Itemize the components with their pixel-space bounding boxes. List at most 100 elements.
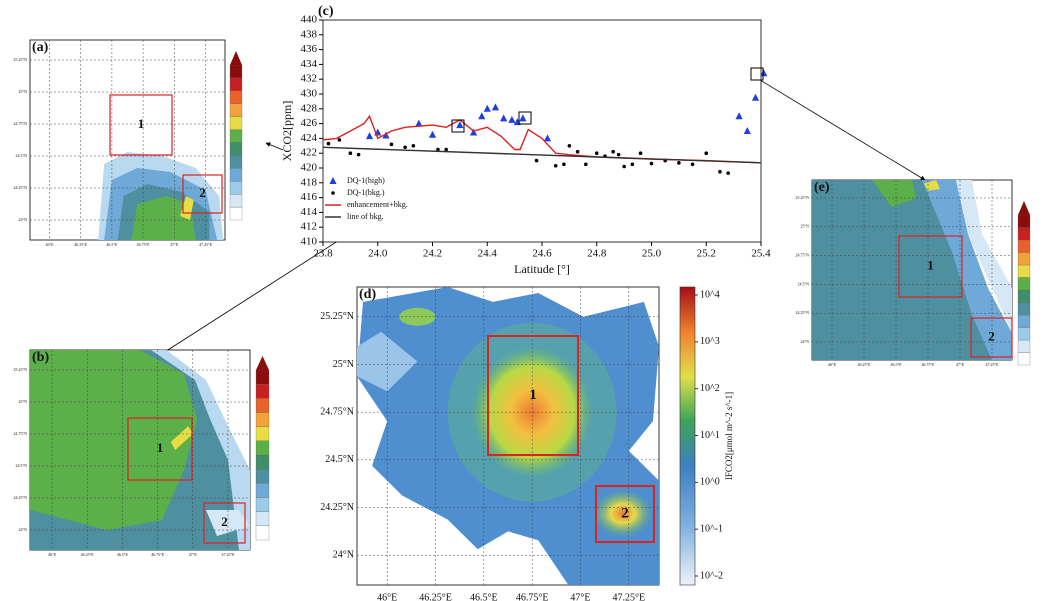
lat-tick-label: 25.25°N	[14, 57, 28, 62]
lon-tick-label: 46.25°E	[419, 592, 452, 601]
lon-tick-label: 46.75°E	[137, 242, 151, 247]
y-tick-label: 428	[301, 102, 318, 114]
colorbar-band	[230, 91, 242, 104]
colorbar-band	[256, 384, 269, 398]
lon-tick-label: 46.5°E	[470, 592, 498, 601]
marker	[562, 163, 566, 167]
lon-tick-label: 47.25°E	[985, 362, 999, 367]
legend-label: line of bkg.	[347, 212, 384, 221]
lat-tick-label: 24.25°N	[14, 185, 28, 190]
marker	[535, 159, 539, 163]
colorbar-band	[230, 143, 242, 156]
marker	[639, 151, 643, 155]
colorbar-band	[1018, 315, 1030, 328]
lat-tick-label: 24.5°N	[16, 153, 28, 158]
colorbar-band	[230, 117, 242, 130]
x-tick-label: 25.2	[697, 248, 716, 260]
y-tick-label: 416	[301, 191, 318, 203]
lat-tick-label: 24.75°N	[320, 406, 354, 417]
x-tick-label: 24.6	[532, 248, 552, 260]
marker	[338, 138, 342, 142]
region-label: 1	[157, 440, 164, 455]
marker	[568, 144, 572, 148]
colorbar-label: 10^3	[700, 336, 720, 347]
y-tick-label: 434	[301, 58, 318, 70]
colorbar-band	[256, 427, 269, 441]
colorbar-band	[1018, 328, 1030, 341]
colorbar-band	[230, 207, 242, 220]
colorbar-band	[256, 455, 269, 469]
colorbar-label: 10^2	[700, 383, 720, 394]
y-tick-label: 412	[301, 221, 318, 233]
marker	[704, 151, 708, 155]
x-tick-label: 23.8	[313, 248, 333, 260]
legend-swatch	[331, 191, 335, 195]
x-tick-label: 25.4	[751, 248, 771, 260]
y-tick-label: 440	[301, 14, 318, 26]
colorbar-title: IFCO2[μmol m^-2 s^-1]	[724, 392, 734, 480]
marker	[631, 163, 635, 167]
colorbar-band	[230, 130, 242, 143]
panel-label: (a)	[32, 40, 49, 55]
colorbar-band	[256, 498, 269, 512]
colorbar-band	[256, 441, 269, 455]
marker	[617, 153, 621, 157]
marker	[357, 153, 361, 157]
lat-tick-label: 24.5°N	[16, 463, 28, 468]
colorbar-band	[230, 194, 242, 207]
colorbar-label: 10^1	[700, 430, 720, 441]
x-axis-label: Latitude [°]	[514, 262, 570, 276]
marker	[554, 164, 558, 168]
marker	[390, 143, 394, 147]
y-tick-label: 420	[301, 162, 318, 174]
chart-title: (c)	[318, 4, 334, 19]
y-tick-label: 426	[301, 117, 318, 129]
lat-tick-label: 25°N	[19, 89, 28, 94]
lon-tick-label: 46.75°E	[151, 552, 165, 557]
region-label: 1	[138, 116, 145, 131]
colorbar-band	[1018, 278, 1030, 291]
y-tick-label: 410	[301, 236, 318, 248]
lon-tick-label: 46.5°E	[117, 552, 129, 557]
legend-label: DQ-1(bkg.)	[347, 188, 385, 197]
region-label: 2	[621, 505, 629, 521]
lon-tick-label: 47°E	[570, 592, 590, 601]
lat-tick-label: 24.75°N	[796, 253, 810, 258]
colorbar-label: 10^-2	[700, 570, 723, 581]
map-panel: 25.25°N25°N24.75°N24.5°N24.25°N24°N46°E4…	[14, 40, 243, 247]
colorbar-band	[1018, 353, 1030, 366]
lat-tick-label: 24.75°N	[14, 431, 28, 436]
colorbar-band	[1018, 240, 1030, 253]
colorbar-band	[1018, 265, 1030, 278]
lat-tick-label: 25°N	[801, 224, 810, 229]
lon-tick-label: 47.25°E	[199, 242, 213, 247]
marker	[349, 151, 353, 155]
lat-tick-label: 24.25°N	[14, 495, 28, 500]
region-label: 1	[529, 387, 537, 403]
colorbar-label: 10^0	[700, 477, 720, 488]
lon-tick-label: 46.75°E	[921, 362, 935, 367]
marker	[611, 150, 615, 154]
y-tick-label: 414	[301, 206, 318, 218]
marker	[584, 163, 588, 167]
y-tick-label: 430	[301, 88, 318, 100]
lon-tick-label: 47.25°E	[221, 552, 235, 557]
lat-tick-label: 25.25°N	[796, 195, 810, 200]
colorbar-band	[256, 398, 269, 412]
colorbar-band	[256, 469, 269, 483]
colorbar-label: 10^4	[700, 289, 720, 300]
lat-tick-label: 25°N	[19, 399, 28, 404]
x-tick-label: 24.4	[478, 248, 498, 260]
region-label: 2	[988, 328, 995, 343]
legend-label: DQ-1(high)	[347, 176, 385, 185]
marker	[622, 165, 626, 169]
lat-tick-label: 24.75°N	[14, 121, 28, 126]
colorbar	[680, 287, 695, 585]
lat-tick-label: 25°N	[333, 359, 354, 370]
legend-label: enhancement+bkg.	[347, 200, 408, 209]
panel-label: (e)	[814, 180, 830, 195]
x-tick-label: 25.0	[642, 248, 662, 260]
colorbar-band	[256, 483, 269, 497]
